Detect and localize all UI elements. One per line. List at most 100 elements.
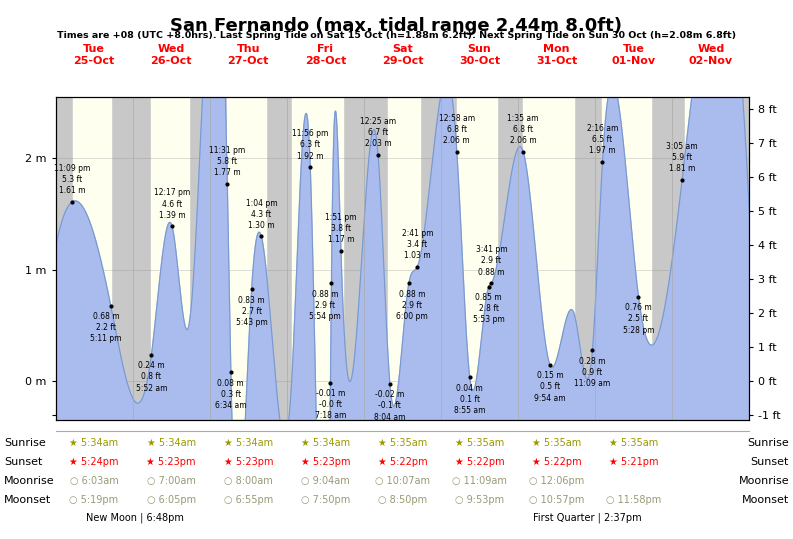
Text: ★ 5:34am: ★ 5:34am xyxy=(70,438,119,448)
Text: Sunrise: Sunrise xyxy=(4,438,46,448)
Text: Mon: Mon xyxy=(543,44,570,54)
Bar xyxy=(151,97,189,420)
Text: Thu: Thu xyxy=(236,44,260,54)
Bar xyxy=(603,97,651,420)
Text: ○ 10:07am: ○ 10:07am xyxy=(375,476,430,486)
Text: 2:16 am
6.5 ft
1.97 m: 2:16 am 6.5 ft 1.97 m xyxy=(587,124,619,155)
Text: Sunset: Sunset xyxy=(751,457,789,467)
Text: Fri: Fri xyxy=(317,44,333,54)
Text: 12:58 am
6.8 ft
2.06 m: 12:58 am 6.8 ft 2.06 m xyxy=(439,114,475,145)
Text: Moonrise: Moonrise xyxy=(738,476,789,486)
Text: 12:17 pm
4.6 ft
1.39 m: 12:17 pm 4.6 ft 1.39 m xyxy=(154,189,190,220)
Text: Moonset: Moonset xyxy=(4,495,52,505)
Text: ○ 5:19pm: ○ 5:19pm xyxy=(70,495,119,505)
Text: 3:05 am
5.9 ft
1.81 m: 3:05 am 5.9 ft 1.81 m xyxy=(666,142,698,173)
Text: 2:41 pm
3.4 ft
1.03 m: 2:41 pm 3.4 ft 1.03 m xyxy=(402,229,433,260)
Text: 01-Nov: 01-Nov xyxy=(611,56,656,66)
Bar xyxy=(457,97,497,420)
Text: 3:41 pm
2.9 ft
0.88 m: 3:41 pm 2.9 ft 0.88 m xyxy=(476,245,508,277)
Text: First Quarter | 2:37pm: First Quarter | 2:37pm xyxy=(533,512,641,523)
Text: ○ 9:53pm: ○ 9:53pm xyxy=(455,495,504,505)
Text: 0.85 m
2.8 ft
5:53 pm: 0.85 m 2.8 ft 5:53 pm xyxy=(473,293,504,324)
Text: ★ 5:23pm: ★ 5:23pm xyxy=(147,457,196,467)
Bar xyxy=(73,97,111,420)
Text: 12:25 am
6.7 ft
2.03 m: 12:25 am 6.7 ft 2.03 m xyxy=(360,117,396,148)
Text: ★ 5:34am: ★ 5:34am xyxy=(301,438,350,448)
Text: Sunrise: Sunrise xyxy=(747,438,789,448)
Text: ○ 11:58pm: ○ 11:58pm xyxy=(606,495,661,505)
Text: 25-Oct: 25-Oct xyxy=(74,56,115,66)
Text: ★ 5:23pm: ★ 5:23pm xyxy=(224,457,273,467)
Text: Tue: Tue xyxy=(83,44,105,54)
Text: ★ 5:35am: ★ 5:35am xyxy=(377,438,427,448)
Text: 0.04 m
0.1 ft
8:55 am: 0.04 m 0.1 ft 8:55 am xyxy=(454,384,485,415)
Text: 1:04 pm
4.3 ft
1.30 m: 1:04 pm 4.3 ft 1.30 m xyxy=(246,198,277,230)
Bar xyxy=(728,97,749,420)
Text: ○ 9:04am: ○ 9:04am xyxy=(301,476,350,486)
Text: ○ 6:05pm: ○ 6:05pm xyxy=(147,495,196,505)
Text: 27-Oct: 27-Oct xyxy=(228,56,269,66)
Text: 0.76 m
2.5 ft
5:28 pm: 0.76 m 2.5 ft 5:28 pm xyxy=(623,303,654,335)
Text: ○ 8:00am: ○ 8:00am xyxy=(224,476,273,486)
Bar xyxy=(56,97,73,420)
Bar xyxy=(523,97,574,420)
Text: 26-Oct: 26-Oct xyxy=(151,56,192,66)
Text: 02-Nov: 02-Nov xyxy=(689,56,733,66)
Text: New Moon | 6:48pm: New Moon | 6:48pm xyxy=(86,512,184,523)
Text: Moonset: Moonset xyxy=(741,495,789,505)
Text: ★ 5:35am: ★ 5:35am xyxy=(609,438,658,448)
Text: 1:35 am
6.8 ft
2.06 m: 1:35 am 6.8 ft 2.06 m xyxy=(508,114,539,145)
Text: 0.24 m
0.8 ft
5:52 am: 0.24 m 0.8 ft 5:52 am xyxy=(136,361,167,392)
Text: ○ 10:57pm: ○ 10:57pm xyxy=(529,495,584,505)
Text: 0.88 m
2.9 ft
5:54 pm: 0.88 m 2.9 ft 5:54 pm xyxy=(309,290,341,321)
Text: ★ 5:34am: ★ 5:34am xyxy=(147,438,196,448)
Text: ★ 5:34am: ★ 5:34am xyxy=(224,438,273,448)
Bar xyxy=(574,97,603,420)
Text: Sat: Sat xyxy=(392,44,413,54)
Text: ○ 7:50pm: ○ 7:50pm xyxy=(301,495,350,505)
Text: 0.88 m
2.9 ft
6:00 pm: 0.88 m 2.9 ft 6:00 pm xyxy=(396,290,428,321)
Text: 0.15 m
0.5 ft
9:54 am: 0.15 m 0.5 ft 9:54 am xyxy=(534,371,565,403)
Text: ★ 5:35am: ★ 5:35am xyxy=(532,438,581,448)
Text: 0.68 m
2.2 ft
5:11 pm: 0.68 m 2.2 ft 5:11 pm xyxy=(90,312,121,343)
Text: 11:31 pm
5.8 ft
1.77 m: 11:31 pm 5.8 ft 1.77 m xyxy=(209,146,245,177)
Text: 11:09 pm
5.3 ft
1.61 m: 11:09 pm 5.3 ft 1.61 m xyxy=(54,164,90,195)
Text: -0.02 m
-0.1 ft
8:04 am: -0.02 m -0.1 ft 8:04 am xyxy=(374,390,405,421)
Text: San Fernando (max. tidal range 2.44m 8.0ft): San Fernando (max. tidal range 2.44m 8.0… xyxy=(170,17,623,35)
Text: Tue: Tue xyxy=(623,44,645,54)
Bar xyxy=(419,97,457,420)
Text: ○ 6:03am: ○ 6:03am xyxy=(70,476,118,486)
Bar xyxy=(388,97,419,420)
Text: -0.01 m
-0.0 ft
7:18 am: -0.01 m -0.0 ft 7:18 am xyxy=(315,389,347,420)
Text: ○ 7:00am: ○ 7:00am xyxy=(147,476,196,486)
Text: Times are +08 (UTC +8.0hrs). Last Spring Tide on Sat 15 Oct (h=1.88m 6.2ft). Nex: Times are +08 (UTC +8.0hrs). Last Spring… xyxy=(57,31,736,40)
Text: ★ 5:21pm: ★ 5:21pm xyxy=(609,457,658,467)
Text: 30-Oct: 30-Oct xyxy=(459,56,500,66)
Text: 31-Oct: 31-Oct xyxy=(536,56,577,66)
Bar xyxy=(343,97,388,420)
Text: ○ 6:55pm: ○ 6:55pm xyxy=(224,495,273,505)
Bar xyxy=(266,97,292,420)
Bar xyxy=(685,97,728,420)
Text: Moonrise: Moonrise xyxy=(4,476,55,486)
Text: 28-Oct: 28-Oct xyxy=(305,56,346,66)
Text: Wed: Wed xyxy=(158,44,185,54)
Text: ○ 11:09am: ○ 11:09am xyxy=(452,476,507,486)
Bar xyxy=(227,97,266,420)
Bar xyxy=(189,97,227,420)
Text: Sun: Sun xyxy=(468,44,492,54)
Text: Wed: Wed xyxy=(697,44,725,54)
Text: ★ 5:35am: ★ 5:35am xyxy=(455,438,504,448)
Text: 0.83 m
2.7 ft
5:43 pm: 0.83 m 2.7 ft 5:43 pm xyxy=(236,295,267,327)
Text: ○ 8:50pm: ○ 8:50pm xyxy=(378,495,427,505)
Text: 29-Oct: 29-Oct xyxy=(381,56,423,66)
Bar xyxy=(111,97,151,420)
Bar xyxy=(292,97,343,420)
Text: 0.08 m
0.3 ft
6:34 am: 0.08 m 0.3 ft 6:34 am xyxy=(215,379,247,410)
Text: ★ 5:22pm: ★ 5:22pm xyxy=(454,457,504,467)
Text: ★ 5:22pm: ★ 5:22pm xyxy=(377,457,427,467)
Text: 11:56 pm
6.3 ft
1.92 m: 11:56 pm 6.3 ft 1.92 m xyxy=(292,129,328,161)
Text: ★ 5:23pm: ★ 5:23pm xyxy=(301,457,350,467)
Text: 1:51 pm
3.8 ft
1.17 m: 1:51 pm 3.8 ft 1.17 m xyxy=(325,213,357,244)
Text: ○ 12:06pm: ○ 12:06pm xyxy=(529,476,584,486)
